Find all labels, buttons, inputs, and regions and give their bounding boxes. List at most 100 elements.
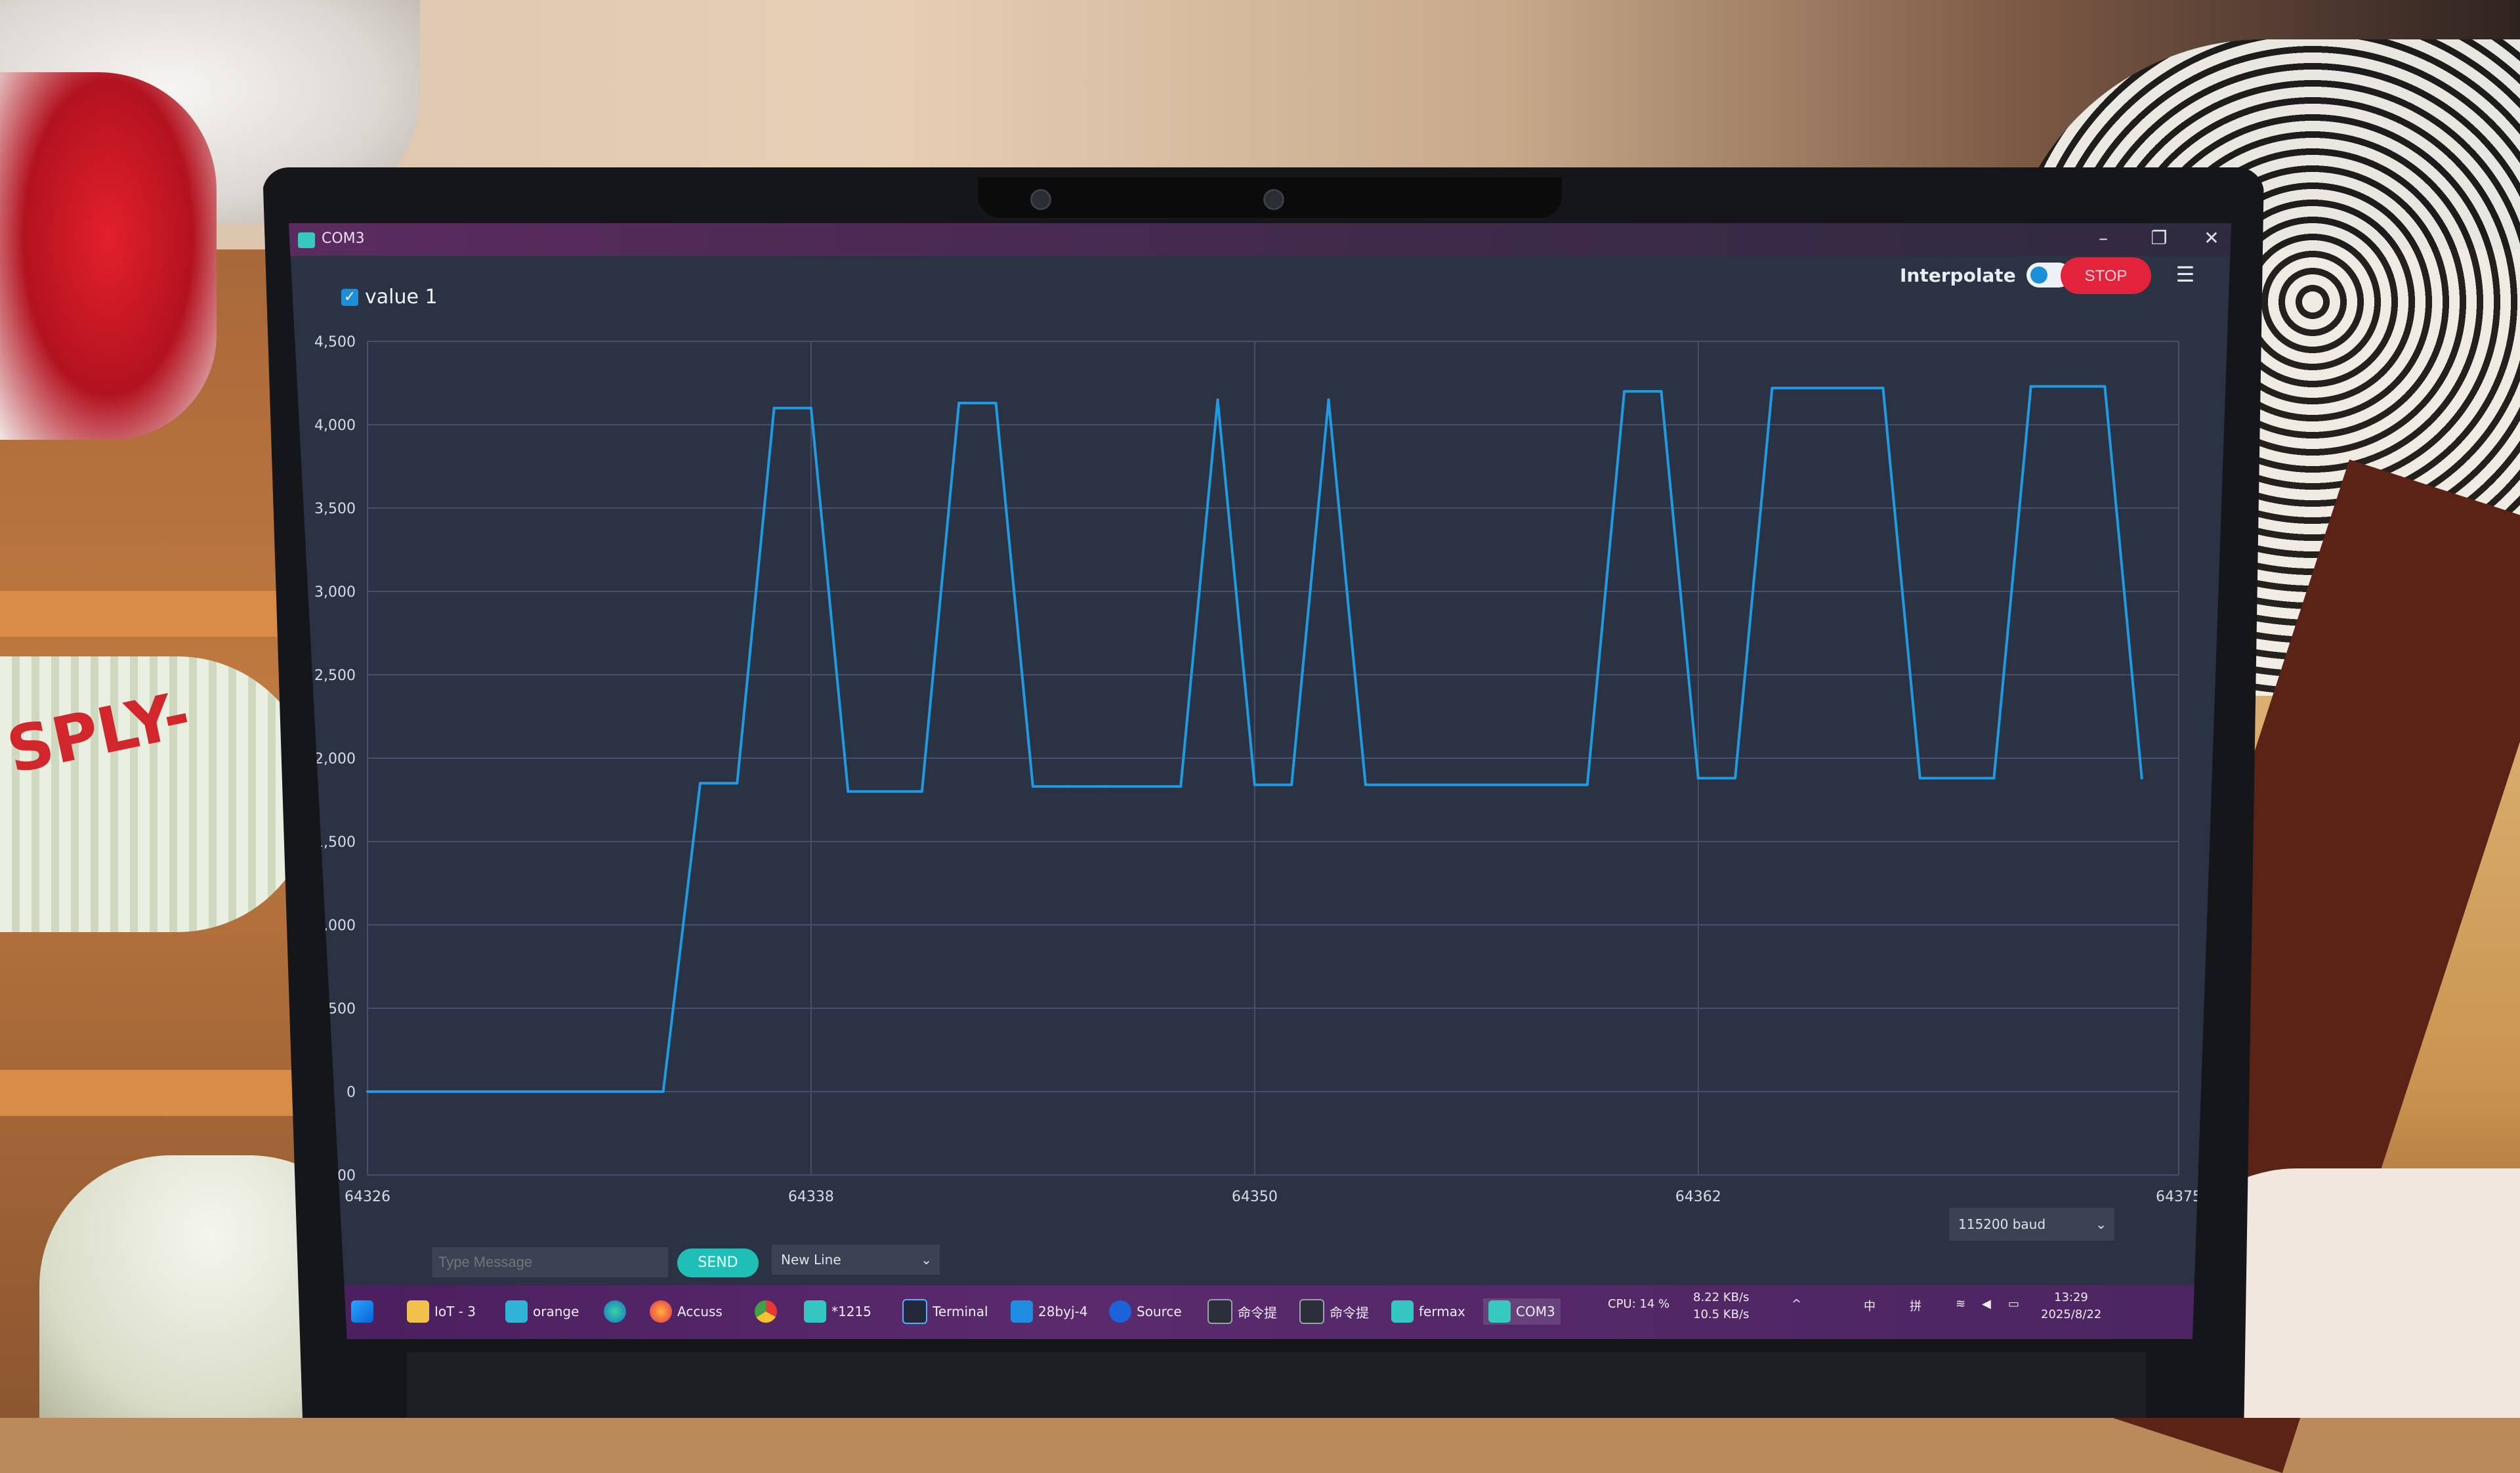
serial-plotter-app-icon bbox=[298, 232, 315, 248]
taskbar-item[interactable]: 命令提 bbox=[1208, 1298, 1277, 1325]
ime-label[interactable]: 中 bbox=[1864, 1300, 1876, 1313]
data-point bbox=[1105, 785, 1108, 788]
data-point bbox=[1734, 777, 1737, 780]
message-input[interactable] bbox=[432, 1247, 668, 1277]
x-tick-label: 64375 bbox=[2156, 1189, 2202, 1205]
data-point bbox=[1807, 387, 1811, 390]
y-tick-label: 2,000 bbox=[314, 751, 356, 767]
data-point bbox=[1918, 777, 1922, 780]
toggle-knob bbox=[2030, 267, 2048, 284]
clock-time[interactable]: 13:29 bbox=[2054, 1291, 2088, 1304]
terminal-icon bbox=[902, 1299, 927, 1324]
windows-start-icon bbox=[351, 1300, 373, 1323]
taskbar-item-label: orange bbox=[533, 1304, 579, 1319]
series-label: value 1 bbox=[365, 286, 438, 309]
taskbar-item[interactable]: Accuss bbox=[650, 1298, 723, 1325]
chevron-down-icon: ⌄ bbox=[921, 1252, 932, 1268]
data-point bbox=[662, 1090, 665, 1093]
data-point bbox=[698, 782, 702, 785]
taskbar-item[interactable]: orange bbox=[505, 1298, 579, 1325]
line-chart: -50005001,0001,5002,0002,5003,0003,5004,… bbox=[314, 334, 2202, 1205]
firefox-icon bbox=[650, 1300, 672, 1323]
taskbar-item[interactable]: fermax bbox=[1391, 1298, 1465, 1325]
chevron-down-icon: ⌄ bbox=[2095, 1216, 2107, 1232]
minimize-icon[interactable]: – bbox=[2099, 227, 2108, 249]
y-tick-label: 0 bbox=[346, 1084, 356, 1101]
title-bar: COM3 – ❐ ✕ bbox=[289, 223, 2231, 256]
data-point bbox=[1438, 783, 1441, 786]
x-tick-label: 64338 bbox=[788, 1189, 834, 1205]
knit-sneaker: SPLY- bbox=[0, 656, 315, 932]
ir-sensor bbox=[1263, 189, 1284, 210]
x-tick-label: 64362 bbox=[1675, 1189, 1721, 1205]
taskbar-item[interactable]: IoT - 3 bbox=[407, 1298, 476, 1325]
taskbar-item-label: COM3 bbox=[1516, 1304, 1555, 1319]
battery-icon[interactable]: ▭ bbox=[2008, 1297, 2020, 1311]
start-button[interactable] bbox=[351, 1298, 373, 1325]
data-point bbox=[847, 790, 850, 793]
data-point bbox=[1623, 390, 1626, 393]
data-point bbox=[957, 401, 961, 404]
x-tick-label: 64350 bbox=[1232, 1189, 1278, 1205]
red-sneaker bbox=[0, 72, 217, 440]
taskbar-item[interactable]: Source bbox=[1109, 1298, 1182, 1325]
wifi-icon[interactable]: ≋ bbox=[1956, 1297, 1966, 1311]
series-checkbox[interactable]: ✓ bbox=[341, 288, 358, 306]
camera-lens bbox=[1030, 189, 1051, 210]
data-point bbox=[2029, 385, 2032, 388]
series-line-value-1 bbox=[368, 385, 2143, 1093]
data-point bbox=[809, 406, 812, 410]
line-ending-value: New Line bbox=[781, 1252, 841, 1268]
edge-browser-icon bbox=[604, 1300, 626, 1323]
taskbar-item[interactable] bbox=[604, 1298, 626, 1325]
data-point bbox=[1881, 387, 1885, 390]
send-button[interactable]: SEND bbox=[677, 1249, 759, 1277]
baud-value: 115200 baud bbox=[1958, 1216, 2046, 1232]
console-icon bbox=[1299, 1299, 1324, 1324]
data-point bbox=[1696, 777, 1700, 780]
taskbar-item-label: Source bbox=[1137, 1304, 1182, 1319]
legend: ✓ value 1 bbox=[341, 286, 438, 309]
line-ending-select[interactable]: New Line ⌄ bbox=[772, 1245, 940, 1275]
taskbar-item-label: IoT - 3 bbox=[434, 1304, 476, 1319]
chevron-up-icon[interactable]: ^ bbox=[1792, 1297, 1802, 1311]
taskbar-item-label: 命令提 bbox=[1330, 1304, 1369, 1321]
data-point bbox=[772, 406, 776, 410]
notepad-icon bbox=[804, 1300, 826, 1323]
cpu-readout: CPU: 14 % bbox=[1608, 1297, 1670, 1311]
laptop-screen: COM3 – ❐ ✕ ✓ value 1 Interpolate STOP ☰ … bbox=[289, 223, 2231, 1339]
laptop-base bbox=[407, 1352, 2146, 1418]
y-tick-label: 500 bbox=[328, 1001, 356, 1017]
taskbar-item[interactable]: 28byj-4 bbox=[1011, 1298, 1087, 1325]
data-point bbox=[736, 782, 739, 785]
vscode-icon bbox=[1011, 1300, 1033, 1323]
taskbar-item-active[interactable]: COM3 bbox=[1483, 1298, 1561, 1325]
taskbar-item-label: 命令提 bbox=[1238, 1304, 1277, 1321]
taskbar-item[interactable]: 命令提 bbox=[1299, 1298, 1369, 1325]
data-point bbox=[2140, 777, 2143, 780]
source-icon bbox=[1109, 1300, 1131, 1323]
taskbar-item[interactable] bbox=[755, 1298, 777, 1325]
data-point bbox=[1660, 390, 1663, 393]
taskbar-item-label: Terminal bbox=[933, 1304, 988, 1319]
window-title: COM3 bbox=[322, 230, 365, 247]
baud-select[interactable]: 115200 baud ⌄ bbox=[1949, 1208, 2114, 1241]
taskbar-item[interactable]: Terminal bbox=[902, 1298, 988, 1325]
app-icon bbox=[1391, 1300, 1414, 1323]
stop-button[interactable]: STOP bbox=[2061, 257, 2151, 294]
taskbar-item[interactable]: *1215 bbox=[804, 1298, 872, 1325]
folder-icon bbox=[407, 1300, 429, 1323]
close-icon[interactable]: ✕ bbox=[2204, 227, 2219, 249]
chrome-icon bbox=[755, 1300, 777, 1323]
clock-date[interactable]: 2025/8/22 bbox=[2041, 1308, 2102, 1321]
taskbar-item-label: fermax bbox=[1419, 1304, 1465, 1319]
ime-mode-label[interactable]: 拼 bbox=[1910, 1300, 1922, 1313]
data-point bbox=[1771, 387, 1774, 390]
menu-icon[interactable]: ☰ bbox=[2175, 262, 2195, 287]
speaker-icon[interactable]: ◀ bbox=[1982, 1297, 1991, 1311]
maximize-icon[interactable]: ❐ bbox=[2151, 227, 2168, 249]
app-icon bbox=[505, 1300, 528, 1323]
data-point bbox=[1401, 783, 1404, 786]
x-tick-label: 64326 bbox=[345, 1189, 390, 1205]
y-tick-label: 2,500 bbox=[314, 668, 356, 684]
